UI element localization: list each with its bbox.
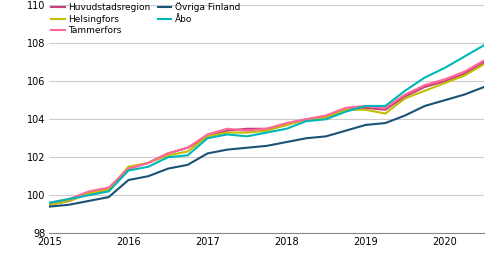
Legend: Huvudstadsregion, Helsingfors, Tammerfors, Övriga Finland, Åbo: Huvudstadsregion, Helsingfors, Tammerfor… — [49, 1, 242, 37]
